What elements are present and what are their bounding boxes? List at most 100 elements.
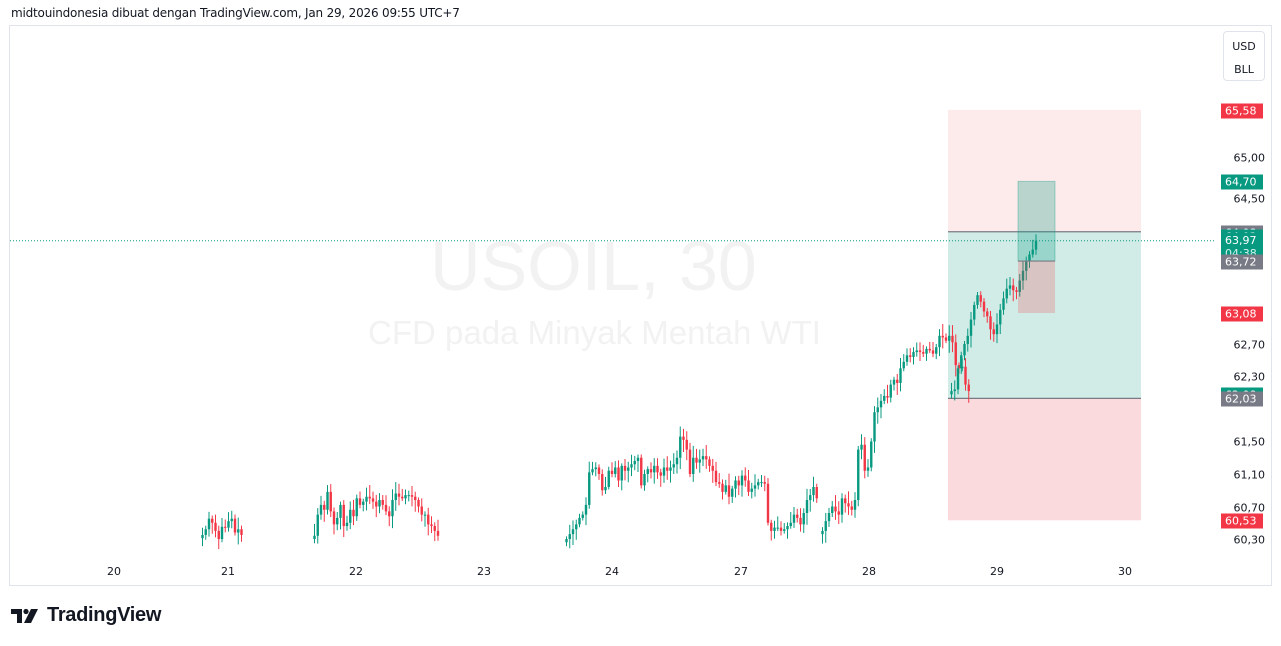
candle-body — [912, 352, 915, 357]
price-badge-value: 62,03 — [1225, 392, 1257, 406]
candle-body — [659, 472, 662, 476]
candle-body — [224, 526, 227, 528]
small-stop-zone — [1018, 261, 1055, 314]
candle-body — [319, 504, 323, 515]
currency-label: USD — [1232, 40, 1256, 53]
candle-body — [786, 526, 789, 530]
price-badge-target: 65,58 — [1221, 103, 1263, 119]
candle-body — [578, 517, 581, 525]
time-tick-label: 22 — [349, 565, 363, 578]
candle-body — [879, 400, 883, 408]
candle-body — [967, 384, 970, 392]
candle-body — [614, 467, 617, 474]
time-tick-label: 24 — [605, 565, 619, 578]
candle-body — [805, 500, 809, 514]
price-tick-label: 65,00 — [1233, 151, 1266, 165]
time-tick-label: 21 — [221, 565, 235, 578]
price-tick-label: 60,30 — [1233, 533, 1266, 547]
candle-body — [397, 493, 401, 497]
candle-body — [326, 491, 329, 510]
candle-body — [792, 514, 796, 523]
candle-body — [773, 527, 776, 531]
candle-body — [770, 522, 773, 531]
time-tick-label: 20 — [107, 565, 121, 578]
candle-body — [604, 486, 607, 491]
candle-body — [776, 527, 779, 529]
candle-body — [401, 496, 404, 499]
price-tick-label: 62,30 — [1233, 370, 1266, 384]
candle-body — [375, 501, 378, 507]
candle-body — [734, 480, 737, 489]
price-badge-value: 63,08 — [1225, 307, 1257, 321]
candle-body — [1028, 254, 1031, 262]
candle-body — [584, 504, 588, 515]
candle-body — [204, 529, 207, 535]
candle-body — [951, 335, 954, 343]
candle-body — [1031, 249, 1034, 255]
candle-body — [944, 337, 948, 341]
candle-body — [679, 436, 682, 458]
candle-body — [378, 500, 381, 507]
candle-body — [982, 301, 986, 312]
candle-body — [902, 361, 905, 369]
candle-body — [969, 319, 973, 336]
candle-body — [404, 495, 407, 499]
candle-body — [417, 500, 420, 507]
price-axis[interactable]: 65,00 64,50 62,70 62,30 61,50 61,10 60,70 60,30… — [1215, 26, 1271, 585]
candle-body — [883, 395, 886, 401]
price-badge-value: 65,58 — [1225, 104, 1257, 118]
attribution-header: midtouindonesia dibuat dengan TradingVie… — [11, 6, 460, 20]
price-badge-value: 63,72 — [1225, 255, 1257, 269]
candle-body — [711, 465, 714, 471]
candle-body — [876, 407, 879, 413]
candle-body — [646, 469, 649, 474]
candle-body — [610, 470, 614, 474]
candle-body — [963, 343, 966, 356]
candle-body — [953, 389, 956, 392]
candle-body — [976, 295, 979, 305]
candle-body — [698, 459, 701, 463]
time-tick-label: 29 — [990, 565, 1004, 578]
chart-container[interactable]: USOIL, 30 CFD pada Minyak Mentah WTI 65,… — [9, 25, 1272, 586]
candle-body — [956, 368, 960, 390]
candle-body — [992, 329, 995, 335]
currency-unit-selector[interactable]: USD BLL — [1223, 31, 1265, 81]
plot-area[interactable]: USOIL, 30 CFD pada Minyak Mentah WTI — [10, 26, 1215, 557]
candle-body — [870, 441, 873, 468]
candle-body — [763, 482, 766, 484]
candle-body — [591, 469, 594, 473]
candle-body — [436, 530, 440, 536]
candle-body — [925, 348, 928, 354]
time-tick-label: 28 — [862, 565, 876, 578]
candle-body — [831, 506, 834, 514]
candle-body — [407, 495, 410, 497]
candle-body — [371, 498, 375, 502]
candle-body — [688, 449, 692, 474]
candle-body — [352, 509, 355, 517]
candle-body — [873, 412, 876, 442]
candle-body — [329, 491, 332, 512]
candle-body — [365, 496, 368, 502]
tradingview-logo[interactable]: TradingView — [11, 604, 161, 627]
candle-body — [915, 350, 918, 353]
target-zone — [948, 109, 1141, 232]
candle-body — [815, 486, 818, 499]
candlestick-chart[interactable] — [10, 26, 1215, 557]
price-badge-level: 62,03 — [1221, 391, 1263, 407]
candle-body — [685, 439, 688, 450]
candle-body — [1025, 261, 1028, 271]
candle-body — [332, 511, 336, 525]
candle-body — [935, 347, 938, 354]
candle-body — [847, 503, 850, 507]
candle-body — [999, 309, 1002, 325]
candle-body — [220, 526, 224, 540]
candle-body — [799, 517, 802, 525]
candle-body — [954, 342, 957, 366]
candle-body — [594, 467, 597, 470]
tradingview-logo-icon — [11, 608, 38, 623]
time-axis[interactable]: 20 21 22 23 24 27 28 29 30 — [10, 557, 1215, 585]
candle-body — [227, 521, 230, 528]
candle-body — [757, 482, 760, 486]
candle-body — [692, 457, 695, 474]
candle-body — [568, 534, 571, 540]
